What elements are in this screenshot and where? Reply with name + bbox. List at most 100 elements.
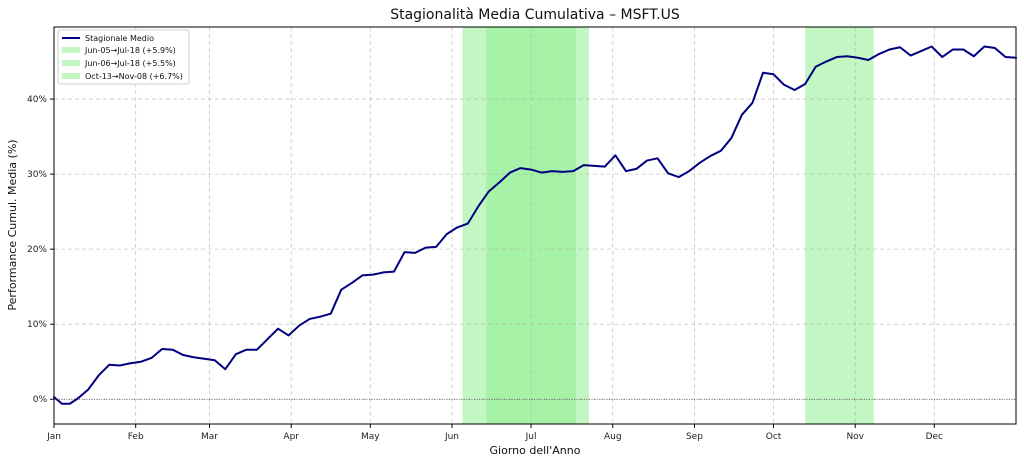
highlight-band-3 xyxy=(805,27,874,424)
chart-title: Stagionalità Media Cumulativa – MSFT.US xyxy=(390,7,680,23)
data-point xyxy=(467,223,469,225)
highlight-band-2 xyxy=(486,27,590,424)
data-point xyxy=(909,54,912,57)
data-point xyxy=(878,53,880,55)
data-point xyxy=(656,157,659,159)
data-point xyxy=(815,66,817,68)
data-point xyxy=(108,364,110,366)
data-point xyxy=(435,246,437,248)
x-axis-label: Giorno dell'Anno xyxy=(490,444,581,457)
x-tick-label: Nov xyxy=(846,432,864,442)
data-point xyxy=(562,171,564,173)
legend-entry-band-1: Jun-05→Jul-18 (+5.9%) xyxy=(84,46,176,55)
data-point xyxy=(235,353,237,355)
legend-entry-band-2: Jun-06→Jul-18 (+5.5%) xyxy=(84,59,176,68)
x-tick-label: Jan xyxy=(46,432,61,442)
series-layer xyxy=(53,45,1017,405)
data-point xyxy=(129,362,132,364)
data-point xyxy=(414,252,416,254)
data-point xyxy=(857,57,859,59)
y-tick-label: 0% xyxy=(33,395,48,405)
data-point xyxy=(635,168,638,170)
legend-band-swatch xyxy=(62,73,80,79)
data-point xyxy=(994,47,996,49)
data-point xyxy=(678,176,680,178)
legend-box xyxy=(57,29,190,85)
data-point xyxy=(172,349,174,351)
data-point xyxy=(772,73,775,75)
data-point xyxy=(551,170,553,172)
x-tick-label: Jun xyxy=(444,432,459,442)
data-point xyxy=(804,83,806,85)
legend-band-swatch xyxy=(62,60,80,66)
y-tick-label: 10% xyxy=(27,320,47,330)
data-point xyxy=(730,137,732,139)
data-point xyxy=(519,167,522,169)
data-point xyxy=(983,45,985,48)
data-point xyxy=(783,84,785,86)
data-point xyxy=(446,233,448,235)
data-point xyxy=(888,48,891,51)
data-point xyxy=(287,334,290,337)
data-point xyxy=(87,388,89,391)
data-point xyxy=(762,72,764,74)
x-tick-label: May xyxy=(361,432,380,442)
data-point xyxy=(825,60,827,63)
data-point xyxy=(403,251,406,253)
data-point xyxy=(572,170,574,172)
data-point xyxy=(340,289,342,291)
data-point xyxy=(530,168,532,171)
data-point xyxy=(604,165,606,168)
data-point xyxy=(846,55,848,57)
data-point xyxy=(699,162,701,164)
data-point xyxy=(920,50,922,52)
legend: Stagionale Medio Jun-05→Jul-18 (+5.9%) J… xyxy=(57,29,190,85)
data-point xyxy=(720,150,722,152)
data-point xyxy=(372,274,374,276)
data-point xyxy=(540,171,543,174)
y-tick-label: 40% xyxy=(27,95,47,105)
data-point xyxy=(245,349,247,351)
data-point xyxy=(509,171,511,174)
data-point xyxy=(77,397,79,400)
x-tick-label: Jul xyxy=(525,432,537,442)
legend-band-swatch xyxy=(62,47,80,53)
data-point xyxy=(193,356,195,358)
data-point xyxy=(941,56,943,58)
y-axis-label: Performance Cumul. Media (%) xyxy=(6,139,19,310)
ticks-layer: Jan Feb Mar Apr May Jun Jul Aug Sep Oct Nov Dec 0% 10… xyxy=(27,95,943,442)
data-point xyxy=(741,114,743,116)
data-point xyxy=(351,282,353,284)
data-point xyxy=(182,354,184,356)
data-point xyxy=(61,403,63,405)
data-point xyxy=(224,368,226,370)
data-point xyxy=(836,56,838,58)
data-point xyxy=(256,349,258,351)
data-point xyxy=(161,348,163,350)
data-point xyxy=(382,271,385,273)
data-point xyxy=(646,159,648,162)
data-point xyxy=(98,374,100,376)
x-tick-label: Feb xyxy=(128,432,144,442)
data-point xyxy=(973,55,975,57)
data-point xyxy=(583,164,585,166)
data-point xyxy=(667,172,669,174)
data-point xyxy=(319,316,321,318)
data-point xyxy=(119,364,121,367)
data-point xyxy=(751,102,754,104)
x-tick-label: Oct xyxy=(766,432,782,442)
data-point xyxy=(498,181,501,183)
data-point xyxy=(309,318,311,320)
highlight-bands-layer xyxy=(462,27,874,424)
data-point xyxy=(393,271,395,273)
data-point xyxy=(140,361,142,363)
x-tick-label: Sep xyxy=(686,432,703,442)
data-point xyxy=(962,48,964,51)
data-point xyxy=(277,328,279,330)
data-point xyxy=(203,358,205,360)
data-point xyxy=(688,170,690,172)
grid-layer xyxy=(53,27,1016,424)
data-point xyxy=(931,45,933,48)
